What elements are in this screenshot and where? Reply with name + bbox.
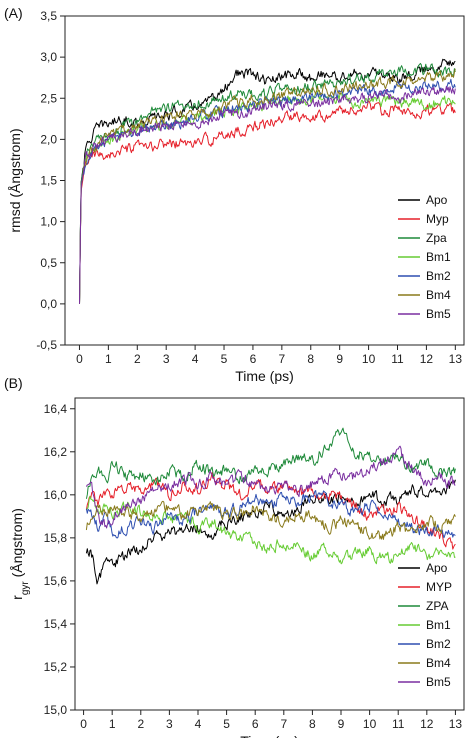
series-line-zpa bbox=[79, 62, 456, 304]
y-axis-title-main: r bbox=[9, 595, 25, 600]
series-line-bm5 bbox=[85, 445, 456, 529]
y-tick-label: 3,5 bbox=[40, 9, 57, 23]
x-tick-label: 8 bbox=[307, 352, 314, 366]
x-axis-title: Time (ps) bbox=[235, 368, 294, 384]
y-tick-label: 15,4 bbox=[44, 617, 68, 631]
x-tick-label: 3 bbox=[163, 352, 170, 366]
legend-label-bm1: Bm1 bbox=[426, 250, 451, 264]
legend-label-bm5: Bm5 bbox=[426, 675, 451, 689]
panel-label: (A) bbox=[4, 5, 23, 21]
x-tick-label: 4 bbox=[195, 717, 202, 731]
x-tick-label: 2 bbox=[137, 717, 144, 731]
legend-label-bm2: Bm2 bbox=[426, 269, 451, 283]
legend: Apo MYP ZPA Bm1 Bm2 Bm4 Bm5 bbox=[398, 561, 452, 689]
x-tick-label: 10 bbox=[363, 717, 377, 731]
legend-label-apo: Apo bbox=[426, 561, 448, 575]
y-tick-label: 3,0 bbox=[40, 50, 57, 64]
series-line-myp bbox=[79, 100, 456, 304]
x-tick-label: 3 bbox=[166, 717, 173, 731]
x-tick-label: 9 bbox=[336, 352, 343, 366]
series-line-zpa bbox=[85, 427, 456, 499]
legend-label-zpa: ZPA bbox=[426, 599, 448, 613]
series-group bbox=[79, 58, 456, 304]
panel-label: (B) bbox=[4, 375, 23, 391]
series-line-bm1 bbox=[79, 90, 456, 304]
y-tick-label: 15,0 bbox=[44, 703, 68, 717]
y-tick-label: 16,0 bbox=[44, 488, 68, 502]
series-line-myp bbox=[85, 472, 456, 550]
panel-b: (B)0 1 2 3 4 5 6 7 8 9 10 11 12 1315,015,215,415,615,… bbox=[4, 375, 465, 738]
x-tick-label: 2 bbox=[134, 352, 141, 366]
x-tick-label: 8 bbox=[309, 717, 316, 731]
y-axis-title: rgyr (Ångstrom) bbox=[9, 508, 31, 600]
x-tick-label: 7 bbox=[279, 352, 286, 366]
series-line-bm4 bbox=[85, 500, 456, 540]
y-tick-label: 0,5 bbox=[40, 256, 57, 270]
x-tick-label: 11 bbox=[392, 717, 405, 731]
x-tick-label: 5 bbox=[221, 352, 228, 366]
legend-label-apo: Apo bbox=[426, 193, 448, 207]
x-tick-label: 0 bbox=[80, 717, 87, 731]
x-tick-label: 6 bbox=[250, 352, 257, 366]
series-line-bm2 bbox=[79, 78, 456, 304]
x-tick-label: 12 bbox=[420, 352, 434, 366]
legend: Apo Myp Zpa Bm1 Bm2 Bm4 Bm5 bbox=[398, 193, 451, 321]
x-axis-title: Time (ns) bbox=[240, 733, 299, 738]
series-line-bm5 bbox=[79, 85, 456, 304]
y-tick-label: 1,0 bbox=[40, 215, 57, 229]
x-tick-label: 1 bbox=[109, 717, 116, 731]
y-tick-label: 15,2 bbox=[44, 660, 68, 674]
x-tick-label: 7 bbox=[280, 717, 287, 731]
y-tick-label: 0,0 bbox=[40, 297, 57, 311]
legend-label-bm5: Bm5 bbox=[426, 307, 451, 321]
x-tick-label: 0 bbox=[76, 352, 83, 366]
x-tick-label: 6 bbox=[252, 717, 259, 731]
series-line-bm4 bbox=[79, 68, 456, 304]
y-axis-title-suffix: (Ångstrom) bbox=[9, 508, 25, 581]
y-axis-title-subscript: gyr bbox=[20, 581, 31, 596]
legend-label-zpa: Zpa bbox=[426, 231, 447, 245]
y-axis-title: rmsd (Ångstrom) bbox=[7, 128, 23, 232]
x-tick-label: 13 bbox=[449, 352, 463, 366]
x-tick-label: 12 bbox=[420, 717, 434, 731]
y-tick-label: 15,8 bbox=[44, 531, 68, 545]
legend-label-myp: Myp bbox=[426, 212, 449, 226]
y-tick-label: 16,4 bbox=[44, 402, 68, 416]
legend-label-bm2: Bm2 bbox=[426, 637, 451, 651]
x-tick-label: 5 bbox=[223, 717, 230, 731]
plot-frame bbox=[74, 397, 465, 711]
y-tick-label: 2,5 bbox=[40, 91, 57, 105]
legend-label-bm4: Bm4 bbox=[426, 656, 451, 670]
y-tick-label: 1,5 bbox=[40, 174, 57, 188]
y-tick-label: 15,6 bbox=[44, 574, 68, 588]
x-tick-label: 13 bbox=[449, 717, 463, 731]
y-tick-label: -0,5 bbox=[36, 338, 57, 352]
panel-a: (A)0 1 2 3 4 5 6 7 8 9 10 11 12 13-0,50,00,51,01,52,0… bbox=[4, 5, 465, 384]
y-tick-label: 2,0 bbox=[40, 132, 57, 146]
y-axis-title-main: rmsd (Ångstrom) bbox=[7, 128, 23, 232]
series-line-bm2 bbox=[85, 490, 456, 539]
legend-label-bm1: Bm1 bbox=[426, 618, 451, 632]
legend-label-myp: MYP bbox=[426, 580, 452, 594]
x-tick-label: 1 bbox=[105, 352, 112, 366]
series-group bbox=[85, 427, 456, 585]
x-tick-label: 4 bbox=[192, 352, 199, 366]
x-tick-label: 11 bbox=[391, 352, 404, 366]
y-tick-label: 16,2 bbox=[44, 445, 68, 459]
x-tick-label: 9 bbox=[338, 717, 345, 731]
series-line-bm1 bbox=[86, 495, 456, 565]
x-tick-label: 10 bbox=[362, 352, 376, 366]
legend-label-bm4: Bm4 bbox=[426, 288, 451, 302]
